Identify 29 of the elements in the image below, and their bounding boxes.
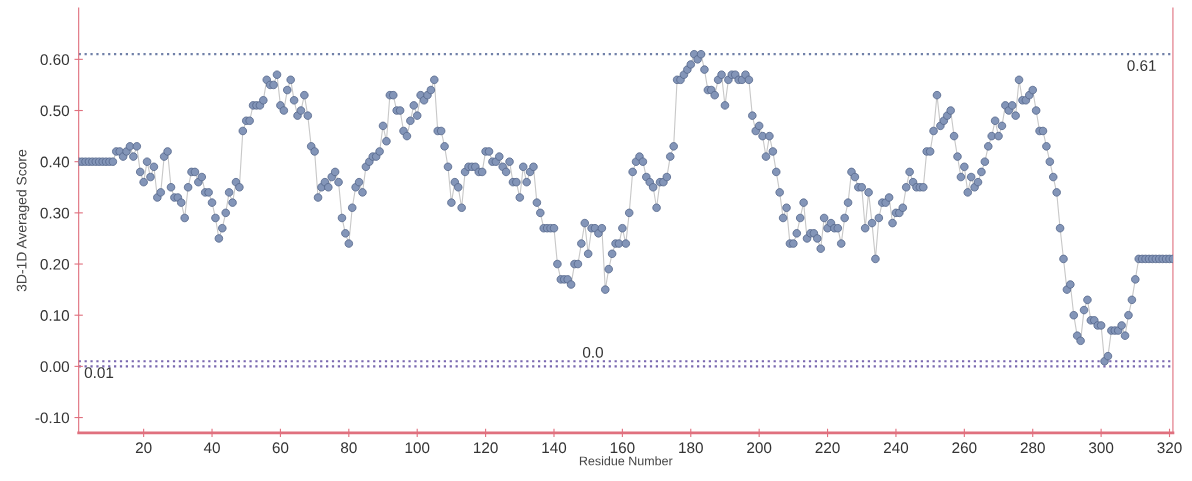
y-tick-label: 0.30	[40, 207, 70, 219]
x-tick-label: 120	[474, 442, 498, 454]
x-tick-label: 260	[952, 442, 977, 454]
y-tick-label: 0.00	[40, 361, 70, 373]
y-axis-title: 3D-1D Averaged Score	[16, 149, 30, 292]
x-tick-label: 140	[542, 442, 567, 454]
x-tick-label: 220	[815, 442, 840, 454]
x-tick-label: 280	[1020, 442, 1045, 454]
ref-line-label: 0.0	[582, 346, 603, 358]
x-tick-label: 160	[610, 442, 635, 454]
y-tick-label: 0.50	[40, 105, 70, 117]
x-tick-label: 200	[747, 442, 772, 454]
ref-line-label: 0.61	[1127, 60, 1156, 72]
x-tick-label: 240	[883, 442, 909, 454]
y-tick-label: 0.40	[40, 156, 70, 168]
x-axis-title: Residue Number	[579, 456, 673, 466]
x-tick-label: 100	[405, 442, 430, 454]
y-tick-label: 0.10	[40, 310, 70, 321]
x-tick-label: 320	[1157, 442, 1182, 454]
x-tick-label: 40	[203, 442, 220, 454]
x-tick-label: 60	[272, 442, 289, 454]
y-tick-label: -0.10	[35, 412, 70, 424]
ref-line-label: 0.01	[84, 367, 114, 379]
x-tick-label: 180	[679, 442, 703, 454]
y-tick-label: 0.60	[40, 54, 70, 66]
x-tick-label: 300	[1088, 442, 1114, 454]
x-tick-label: 80	[340, 442, 357, 454]
y-tick-label: 0.20	[40, 258, 70, 270]
x-tick-label: 20	[135, 442, 152, 454]
